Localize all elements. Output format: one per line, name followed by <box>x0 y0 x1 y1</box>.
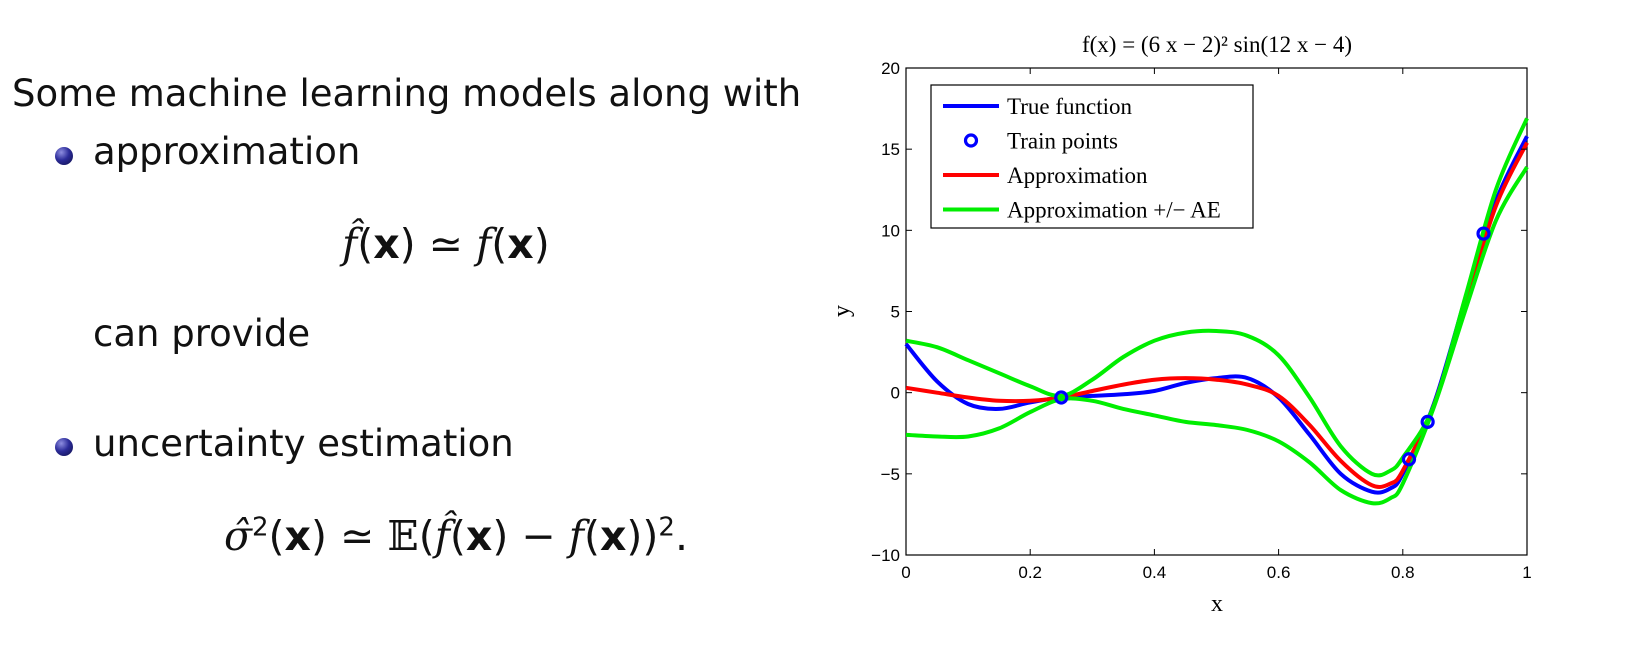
legend-swatch <box>963 133 979 148</box>
legend-label: Train points <box>1007 129 1118 154</box>
series-line <box>905 165 1529 506</box>
y-tick-label: 0 <box>891 384 900 403</box>
x-tick-label: 0.2 <box>1018 563 1042 582</box>
x-tick-label: 0.6 <box>1267 563 1291 582</box>
y-tick-label: −5 <box>881 465 900 484</box>
intro-text: Some machine learning models along with <box>12 72 802 115</box>
y-tick-label: 20 <box>881 59 900 78</box>
bullet-uncertainty-estimation: uncertainty estimation <box>93 422 514 465</box>
x-tick-label: 0 <box>901 563 910 582</box>
legend-label: Approximation +/− AE <box>1007 198 1221 223</box>
x-axis-label: x <box>1211 591 1223 617</box>
y-tick-label: −10 <box>871 546 900 565</box>
chart-title: f(x) = (6 x − 2)² sin(12 x − 4) <box>1082 32 1352 57</box>
bullet-approximation: approximation <box>93 130 361 173</box>
train-point <box>1401 452 1417 467</box>
y-axis-label: y <box>829 305 855 317</box>
y-tick-label: 15 <box>881 140 900 159</box>
train-point <box>1476 226 1491 241</box>
legend-label: Approximation <box>1007 163 1148 188</box>
y-tick-label: 10 <box>881 221 900 240</box>
legend-box <box>930 84 1254 229</box>
bullet-icon <box>55 147 73 165</box>
slide-text-panel: Some machine learning models along with … <box>12 72 802 560</box>
uncertainty-formula: σ̂2(x) ≃ 𝔼(f̂(x) − f(x))2. <box>224 512 688 560</box>
chart-legend: True function Train points Approximation Ap… <box>930 84 1254 229</box>
train-point <box>1054 390 1069 405</box>
y-tick-label: 5 <box>891 303 900 322</box>
bullet-icon <box>55 438 73 456</box>
approximation-formula: f̂(x) ≃ f(x) <box>342 220 550 268</box>
x-tick-label: 1 <box>1522 563 1531 582</box>
legend-label: True function <box>1007 94 1133 119</box>
x-tick-label: 0.4 <box>1143 563 1167 582</box>
train-point <box>1420 414 1435 429</box>
axis-ticks: 0 0.2 0.4 0.6 0.8 1 −10 −5 0 5 10 15 20 <box>871 59 1532 582</box>
x-tick-label: 0.8 <box>1391 563 1415 582</box>
between-text: can provide <box>93 312 311 355</box>
